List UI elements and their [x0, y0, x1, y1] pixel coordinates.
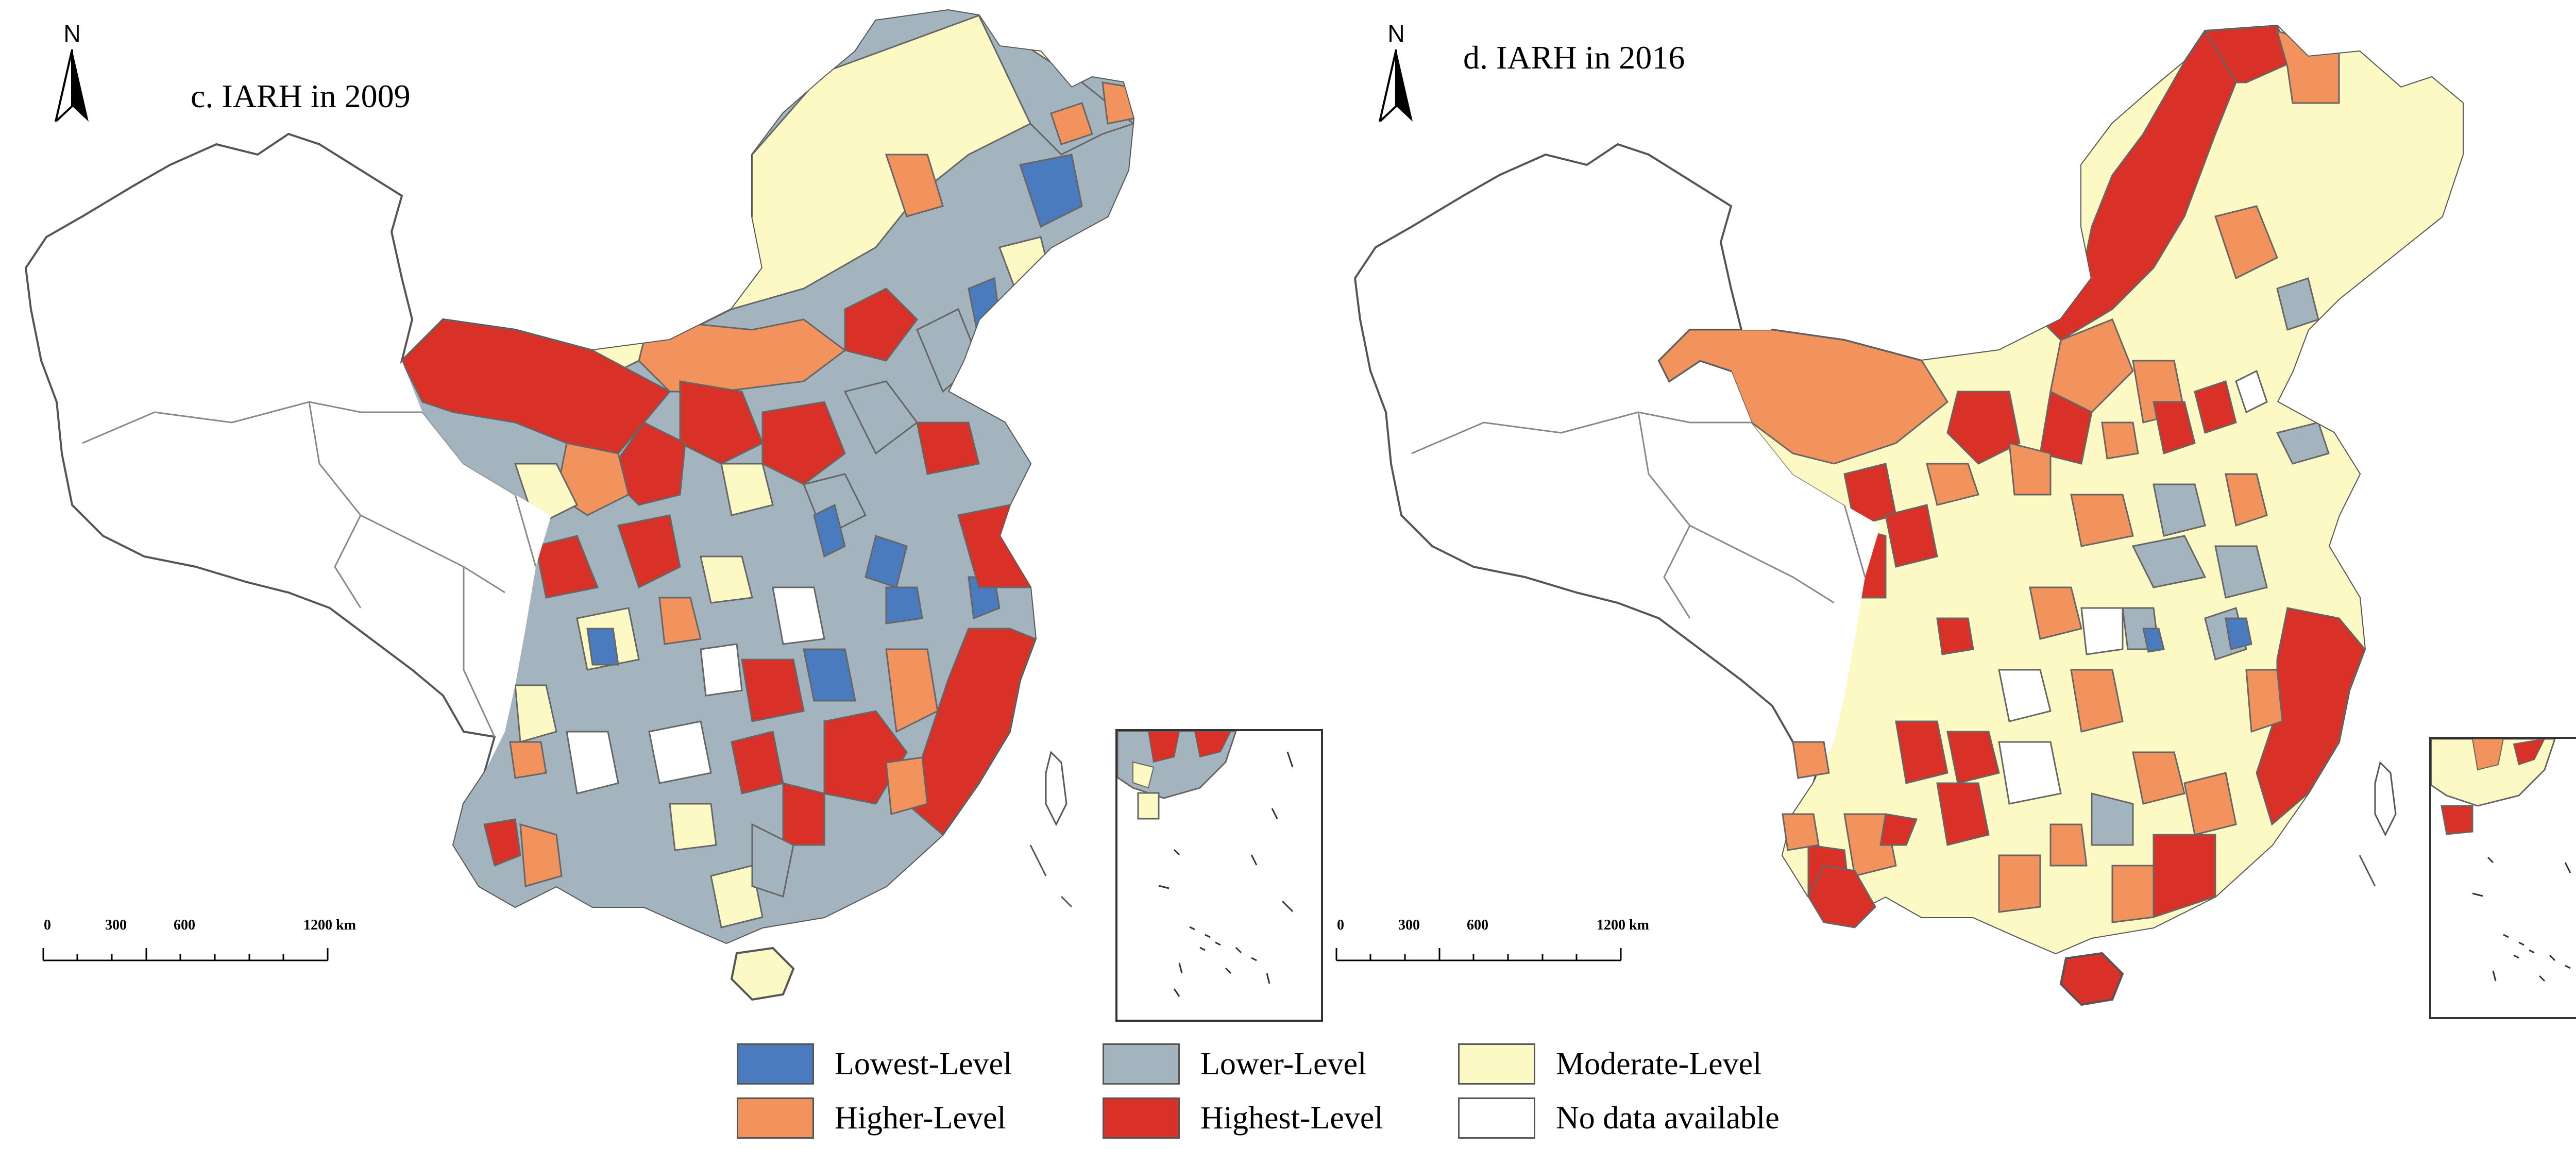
- legend-item-higher: Higher-Level: [737, 1095, 1006, 1141]
- scale-label-1200: 1200 km: [1597, 917, 1649, 934]
- legend-swatch-no-data: [1458, 1097, 1535, 1139]
- china-map-2016: [1329, 0, 2576, 1046]
- inset-map: [2431, 739, 2576, 1017]
- legend-swatch-highest: [1103, 1097, 1180, 1139]
- taiwan-outline: [1046, 752, 1066, 824]
- legend: Lowest-Level Higher-Level Lower-Level Hi…: [737, 1041, 1870, 1149]
- hainan-island: [732, 948, 793, 1000]
- north-label: N: [41, 21, 103, 46]
- scale-bar-2009: 0 300 600 1200 km: [41, 917, 350, 979]
- inset-map: [1117, 731, 1321, 1020]
- legend-swatch-higher: [737, 1097, 814, 1139]
- scale-label-0: 0: [44, 917, 51, 934]
- scale-label-0: 0: [1337, 917, 1344, 934]
- map-title-2009: c. IARH in 2009: [191, 77, 411, 115]
- scale-bar-2016: 0 300 600 1200 km: [1334, 917, 1643, 979]
- legend-item-highest: Highest-Level: [1103, 1095, 1383, 1141]
- legend-swatch-lower: [1103, 1043, 1180, 1085]
- north-arrow: N: [1365, 21, 1427, 122]
- legend-item-no-data: No data available: [1458, 1095, 1780, 1141]
- north-arrow-icon: [1376, 49, 1417, 122]
- scale-label-600: 600: [1467, 917, 1488, 934]
- hainan-island: [2061, 953, 2123, 1005]
- south-china-sea-inset-2016: [2429, 737, 2576, 1019]
- map-panel-2016: N d. IARH in 2016 0 300 600 1200 km: [1329, 0, 2576, 1046]
- legend-label-higher: Higher-Level: [835, 1100, 1006, 1137]
- legend-label-highest: Highest-Level: [1200, 1100, 1383, 1137]
- north-arrow: N: [41, 21, 103, 122]
- map-panel-2009: N c. IARH in 2009 0 300 600 1200 km: [0, 0, 1329, 1046]
- scale-label-600: 600: [174, 917, 195, 934]
- legend-item-lowest: Lowest-Level: [737, 1041, 1012, 1087]
- taiwan-outline: [2375, 763, 2396, 835]
- scale-label-1200: 1200 km: [303, 917, 356, 934]
- scale-label-300: 300: [105, 917, 127, 934]
- north-label: N: [1365, 21, 1427, 46]
- map-title-2016: d. IARH in 2016: [1463, 39, 1685, 77]
- north-arrow-icon: [52, 49, 93, 122]
- legend-item-moderate: Moderate-Level: [1458, 1041, 1761, 1087]
- scale-bar-graphic: [1334, 943, 1643, 964]
- scale-bar-graphic: [41, 943, 350, 964]
- legend-swatch-lowest: [737, 1043, 814, 1085]
- legend-label-no-data: No data available: [1556, 1100, 1780, 1137]
- south-china-sea-inset-2009: [1115, 729, 1323, 1022]
- legend-swatch-moderate: [1458, 1043, 1535, 1085]
- legend-label-lower: Lower-Level: [1200, 1046, 1366, 1083]
- legend-label-lowest: Lowest-Level: [835, 1046, 1012, 1083]
- legend-item-lower: Lower-Level: [1103, 1041, 1366, 1087]
- legend-label-moderate: Moderate-Level: [1556, 1046, 1761, 1083]
- scale-label-300: 300: [1398, 917, 1420, 934]
